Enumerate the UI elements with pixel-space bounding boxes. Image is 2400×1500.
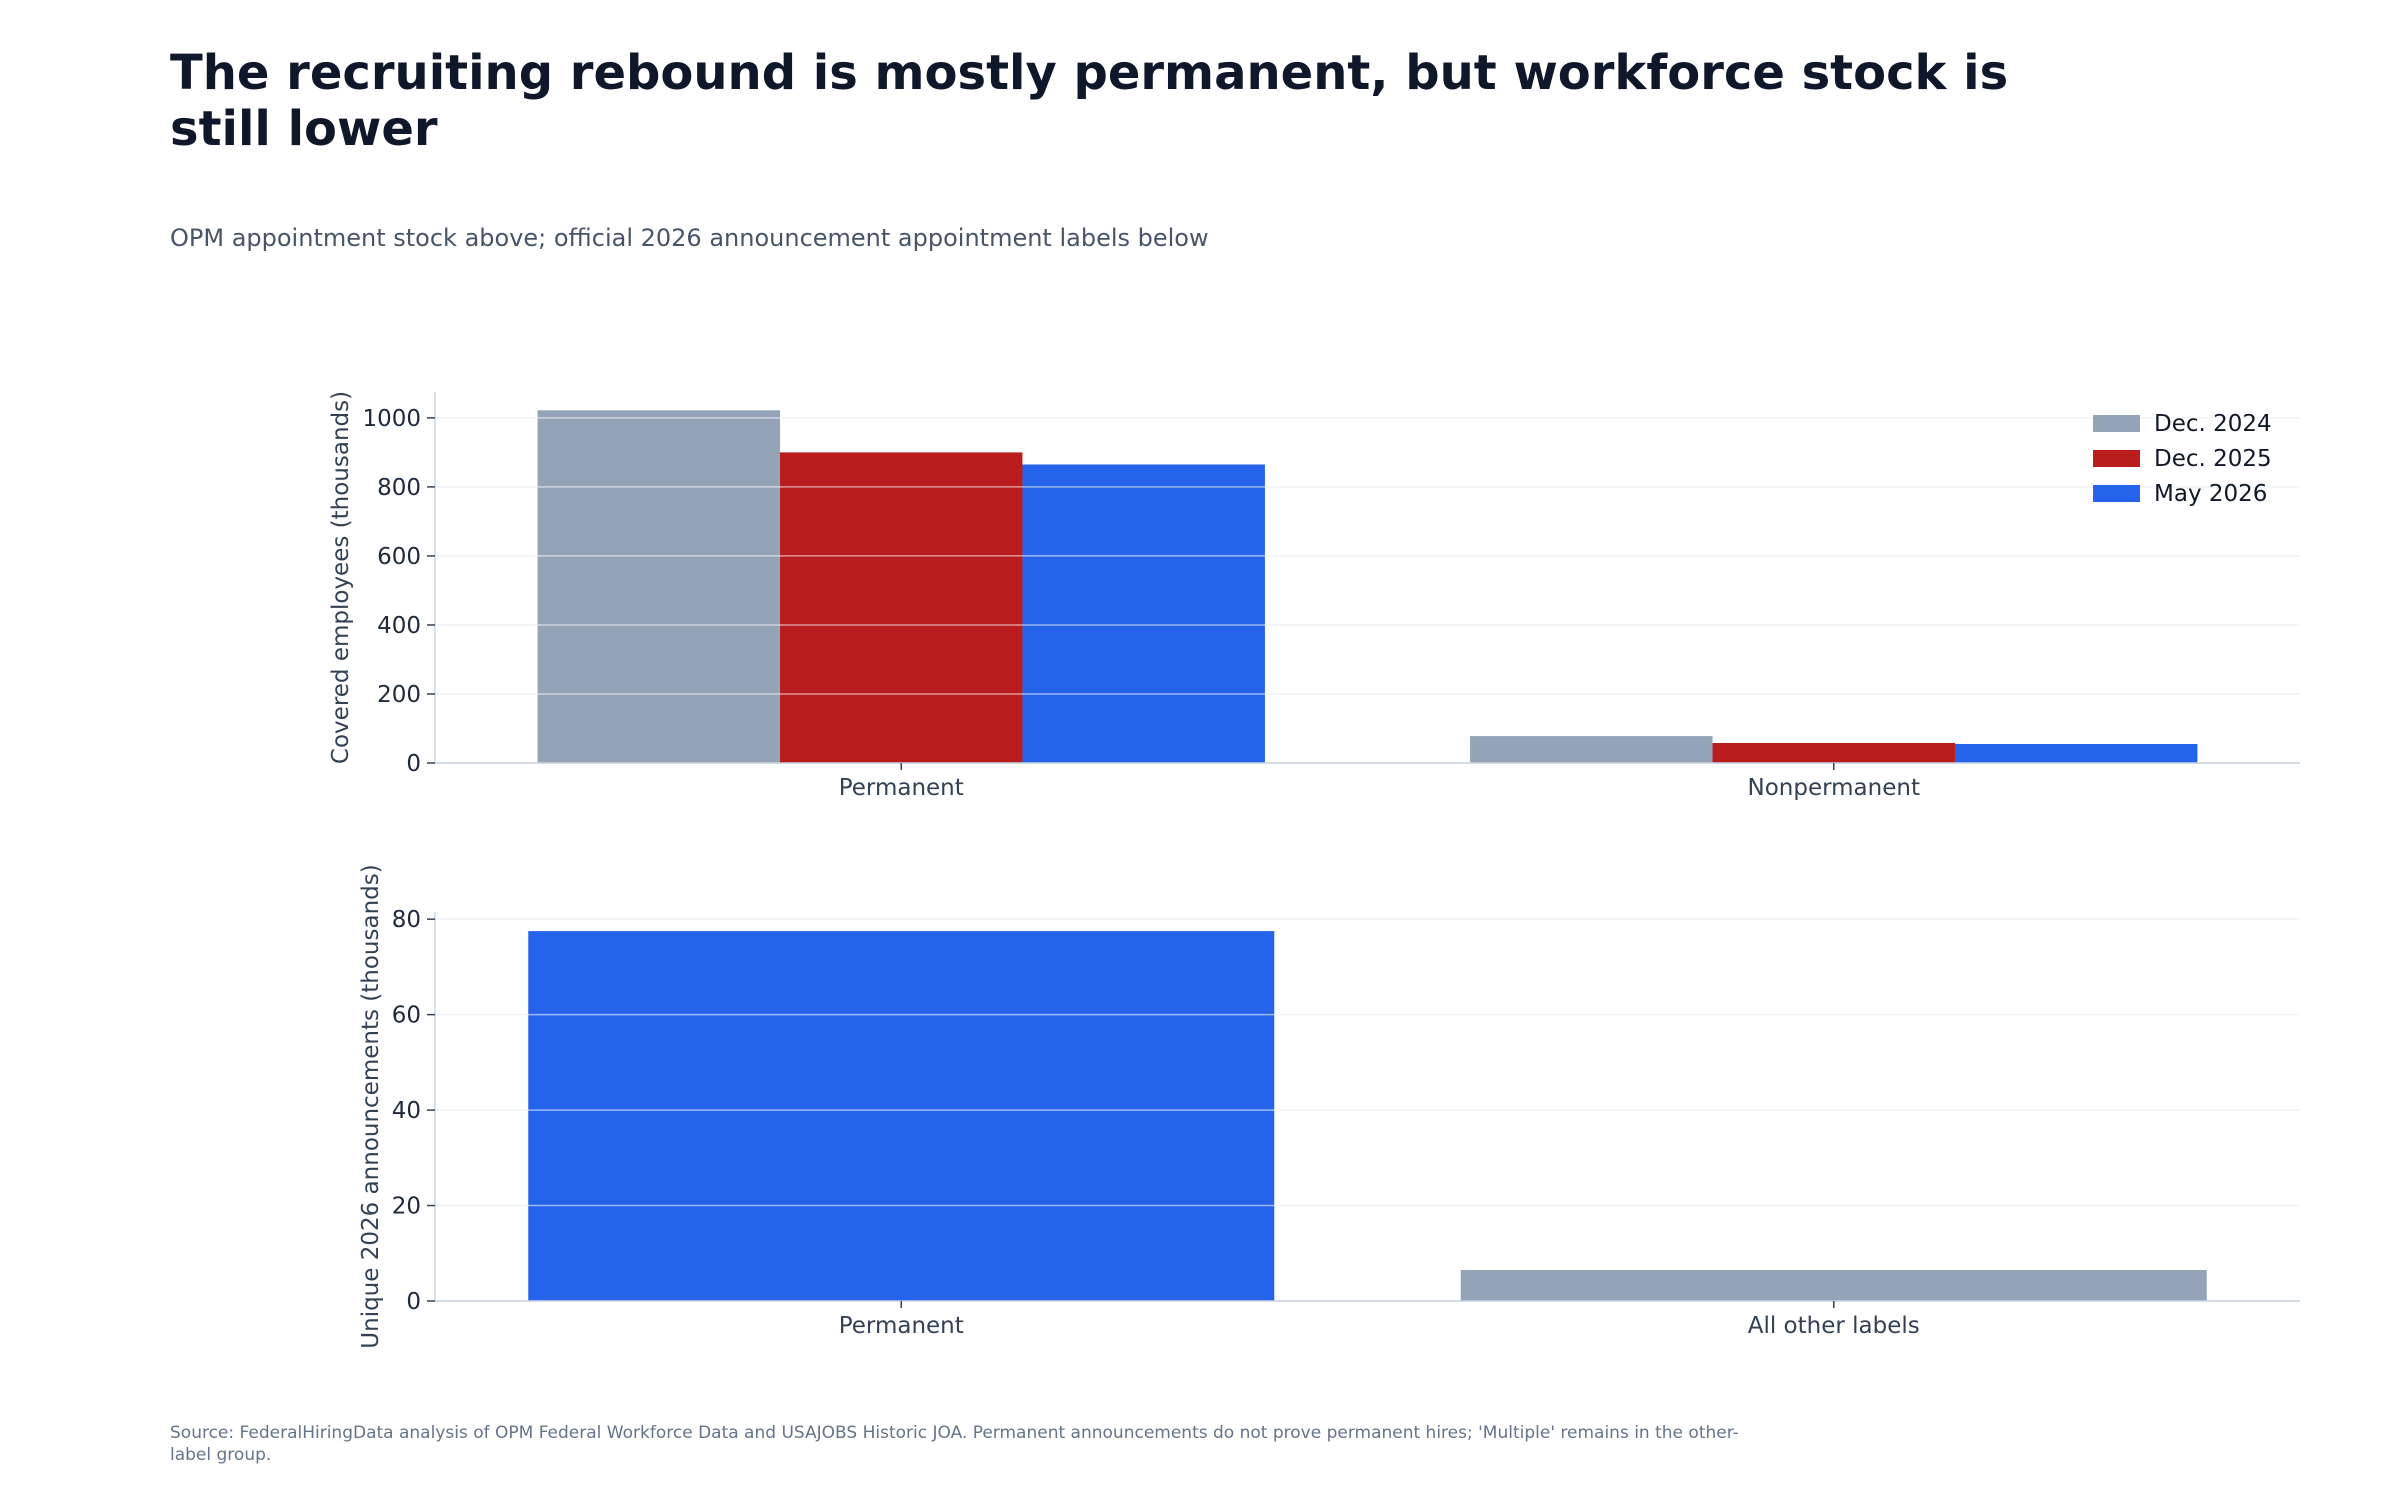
bar	[528, 931, 1275, 1301]
bar-dec-2025	[1712, 742, 1955, 763]
bar-dec-2025	[780, 452, 1023, 763]
y-tick-label: 40	[392, 1098, 421, 1124]
bottom-panel: 0 20 40 60 80 Permanent All other labels Unique…	[358, 864, 2300, 1349]
legend-label: May 2026	[2154, 481, 2267, 507]
bar-may-2026	[1022, 464, 1265, 763]
y-tick-label: 600	[377, 544, 421, 570]
y-tick-label: 200	[377, 682, 421, 708]
source-note: Source: FederalHiringData analysis of OP…	[170, 1423, 1739, 1465]
legend: Dec. 2024 Dec. 2025 May 2026	[2093, 411, 2272, 507]
x-tick-label: Nonpermanent	[1748, 775, 1920, 801]
x-tick-label: All other labels	[1748, 1313, 1920, 1339]
y-tick-label: 60	[392, 1003, 421, 1029]
legend-label: Dec. 2024	[2154, 411, 2272, 437]
y-tick-label: 80	[392, 907, 421, 933]
legend-label: Dec. 2025	[2154, 446, 2272, 472]
y-tick-label: 1000	[362, 406, 421, 432]
x-tick-label: Permanent	[839, 1313, 964, 1339]
legend-swatch	[2093, 415, 2140, 432]
y-tick-label: 0	[406, 1289, 421, 1315]
legend-swatch	[2093, 485, 2140, 502]
bar-dec-2024	[537, 410, 781, 763]
bar-dec-2024	[1470, 736, 1713, 763]
chart-subtitle: OPM appointment stock above; official 20…	[170, 224, 1209, 252]
y-tick-label: 0	[406, 751, 421, 777]
y-axis-label: Unique 2026 announcements (thousands)	[358, 864, 384, 1348]
bar	[1460, 1269, 2207, 1301]
bar-may-2026	[1954, 744, 2198, 763]
y-tick-label: 400	[377, 613, 421, 639]
y-axis-label: Covered employees (thousands)	[328, 391, 354, 764]
x-tick-label: Permanent	[839, 775, 964, 801]
legend-swatch	[2093, 450, 2140, 467]
y-tick-label: 20	[392, 1194, 421, 1220]
top-panel: 0 200 400 600 800 1000 Permanent Nonpermanent Co…	[328, 391, 2300, 801]
y-tick-label: 800	[377, 475, 421, 501]
chart-title: The recruiting rebound is mostly permane…	[170, 45, 2009, 157]
